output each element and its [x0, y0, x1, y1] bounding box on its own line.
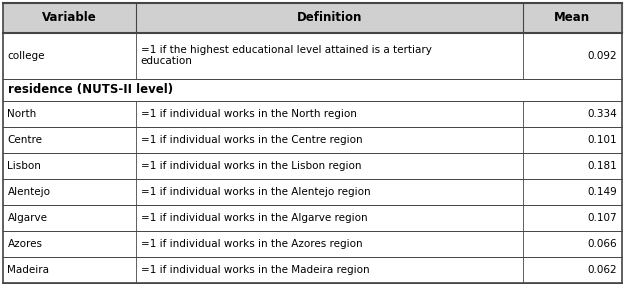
Text: =1 if the highest educational level attained is a tertiary
education: =1 if the highest educational level atta… — [141, 45, 431, 67]
Text: Azores: Azores — [8, 239, 43, 249]
Text: Madeira: Madeira — [8, 265, 49, 275]
Text: 0.181: 0.181 — [588, 161, 618, 171]
Bar — [3, 257, 622, 283]
Text: 0.149: 0.149 — [588, 187, 618, 197]
Text: 0.062: 0.062 — [588, 265, 618, 275]
Text: =1 if individual works in the Madeira region: =1 if individual works in the Madeira re… — [141, 265, 369, 275]
Text: Algarve: Algarve — [8, 213, 48, 223]
Text: 0.092: 0.092 — [588, 51, 618, 61]
Text: college: college — [8, 51, 45, 61]
Text: Mean: Mean — [554, 11, 591, 24]
Text: Centre: Centre — [8, 135, 43, 145]
Text: 0.101: 0.101 — [588, 135, 618, 145]
Text: Variable: Variable — [42, 11, 97, 24]
Text: 0.334: 0.334 — [588, 109, 618, 119]
Bar — [3, 127, 622, 153]
Bar — [3, 3, 622, 33]
Text: =1 if individual works in the Lisbon region: =1 if individual works in the Lisbon reg… — [141, 161, 361, 171]
Bar — [3, 179, 622, 205]
Bar — [3, 79, 622, 101]
Text: Alentejo: Alentejo — [8, 187, 51, 197]
Text: Definition: Definition — [297, 11, 362, 24]
Bar — [3, 231, 622, 257]
Text: 0.107: 0.107 — [588, 213, 618, 223]
Text: =1 if individual works in the Alentejo region: =1 if individual works in the Alentejo r… — [141, 187, 370, 197]
Text: residence (NUTS-II level): residence (NUTS-II level) — [8, 83, 172, 96]
Text: 0.066: 0.066 — [588, 239, 618, 249]
Text: =1 if individual works in the Algarve region: =1 if individual works in the Algarve re… — [141, 213, 367, 223]
Text: North: North — [8, 109, 37, 119]
Text: =1 if individual works in the Azores region: =1 if individual works in the Azores reg… — [141, 239, 362, 249]
Text: =1 if individual works in the North region: =1 if individual works in the North regi… — [141, 109, 356, 119]
Bar — [3, 33, 622, 79]
Text: Lisbon: Lisbon — [8, 161, 41, 171]
Bar — [3, 205, 622, 231]
Text: =1 if individual works in the Centre region: =1 if individual works in the Centre reg… — [141, 135, 362, 145]
Bar — [3, 101, 622, 127]
Bar — [3, 153, 622, 179]
